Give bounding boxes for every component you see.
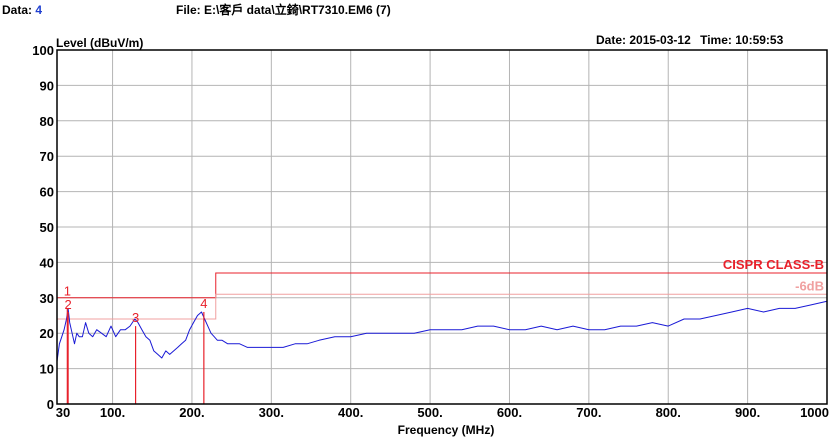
- trace-layer: [56, 300, 828, 362]
- file-label: File:: [176, 3, 201, 17]
- data-value: 4: [35, 3, 43, 17]
- x-tick-label: 800.: [656, 405, 681, 420]
- marker-label: 4: [200, 296, 207, 311]
- x-tick-labels: 30 100. 200. 300. 400. 500. 600. 700. 800. 900. 10…: [56, 405, 829, 420]
- x-tick-label: 100.: [100, 405, 125, 420]
- y-tick-label: 90: [40, 78, 54, 93]
- x-tick-label: 30: [56, 405, 70, 420]
- marker-label: 1: [64, 283, 71, 298]
- time-value: 10:59:53: [735, 33, 784, 47]
- y-tick-label: 100: [32, 43, 54, 58]
- limit-line-minus-6db: [57, 293, 827, 320]
- y-tick-label: 0: [47, 397, 54, 412]
- date-label: Date:: [596, 33, 627, 47]
- x-tick-label: 200.: [179, 405, 204, 420]
- x-tick-label: 400.: [338, 405, 363, 420]
- markers: 12 3 4: [64, 283, 207, 404]
- x-tick-label: 900.: [735, 405, 760, 420]
- emission-trace: [56, 300, 828, 362]
- x-tick-label: 300.: [259, 405, 284, 420]
- y-tick-labels: 0 10 20 30 40 50 60 70 80 90 100: [32, 43, 54, 412]
- time-label: Time:: [700, 33, 732, 47]
- limit-label-cispr-class-b: CISPR CLASS-B: [723, 257, 824, 272]
- date-value: 2015-03-12: [629, 33, 691, 47]
- y-tick-label: 80: [40, 114, 54, 129]
- y-tick-label: 50: [40, 220, 54, 235]
- y-tick-label: 60: [40, 185, 54, 200]
- file-path: E:\客戶 data\立錡\RT7310.EM6 (7): [204, 3, 391, 17]
- limit-labels: CISPR CLASS-B -6dB: [723, 257, 824, 293]
- grid: [57, 50, 827, 404]
- plot-frame: [56, 49, 828, 405]
- limit-lines: [57, 272, 827, 320]
- x-tick-label: 1000: [800, 405, 829, 420]
- y-axis-label: Level (dBuV/m): [56, 36, 143, 50]
- limit-line-cispr-class-b: [57, 272, 827, 299]
- file-indicator: File: E:\客戶 data\立錡\RT7310.EM6 (7): [176, 3, 391, 17]
- y-tick-label: 10: [40, 362, 54, 377]
- x-tick-label: 500.: [417, 405, 442, 420]
- marker-label: 2: [64, 297, 71, 312]
- x-axis-label: Frequency (MHz): [398, 423, 495, 437]
- limit-label-minus-6db: -6dB: [795, 278, 824, 293]
- y-tick-label: 20: [40, 326, 54, 341]
- x-tick-label: 700.: [576, 405, 601, 420]
- marker-label: 3: [132, 310, 139, 325]
- datetime-indicator: Date: 2015-03-12 Time: 10:59:53: [596, 33, 783, 47]
- x-tick-label: 600.: [497, 405, 522, 420]
- y-tick-label: 30: [40, 291, 54, 306]
- data-label: Data:: [2, 3, 33, 17]
- y-tick-label: 70: [40, 149, 54, 164]
- y-tick-label: 40: [40, 255, 54, 270]
- data-indicator: Data: 4: [2, 3, 42, 17]
